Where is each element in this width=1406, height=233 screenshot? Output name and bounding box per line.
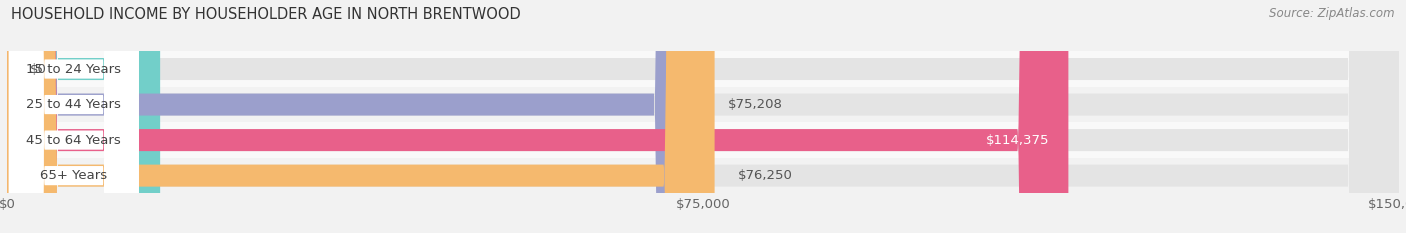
FancyBboxPatch shape bbox=[8, 0, 139, 233]
Text: 25 to 44 Years: 25 to 44 Years bbox=[27, 98, 121, 111]
FancyBboxPatch shape bbox=[7, 0, 1069, 233]
FancyBboxPatch shape bbox=[8, 0, 139, 233]
FancyBboxPatch shape bbox=[7, 158, 1399, 193]
Text: 15 to 24 Years: 15 to 24 Years bbox=[27, 62, 121, 75]
Text: $114,375: $114,375 bbox=[987, 134, 1050, 147]
FancyBboxPatch shape bbox=[7, 0, 714, 233]
FancyBboxPatch shape bbox=[7, 87, 1399, 122]
FancyBboxPatch shape bbox=[8, 0, 139, 233]
FancyBboxPatch shape bbox=[7, 51, 1399, 87]
Text: $75,208: $75,208 bbox=[728, 98, 783, 111]
Text: 65+ Years: 65+ Years bbox=[41, 169, 107, 182]
FancyBboxPatch shape bbox=[7, 0, 1399, 233]
FancyBboxPatch shape bbox=[7, 0, 1399, 233]
Text: Source: ZipAtlas.com: Source: ZipAtlas.com bbox=[1270, 7, 1395, 20]
FancyBboxPatch shape bbox=[7, 122, 1399, 158]
FancyBboxPatch shape bbox=[7, 0, 704, 233]
FancyBboxPatch shape bbox=[7, 0, 1399, 233]
Text: HOUSEHOLD INCOME BY HOUSEHOLDER AGE IN NORTH BRENTWOOD: HOUSEHOLD INCOME BY HOUSEHOLDER AGE IN N… bbox=[11, 7, 522, 22]
Text: $0: $0 bbox=[31, 62, 48, 75]
Text: 45 to 64 Years: 45 to 64 Years bbox=[27, 134, 121, 147]
FancyBboxPatch shape bbox=[8, 0, 139, 233]
Text: $76,250: $76,250 bbox=[738, 169, 793, 182]
FancyBboxPatch shape bbox=[7, 0, 160, 233]
FancyBboxPatch shape bbox=[7, 0, 1399, 233]
